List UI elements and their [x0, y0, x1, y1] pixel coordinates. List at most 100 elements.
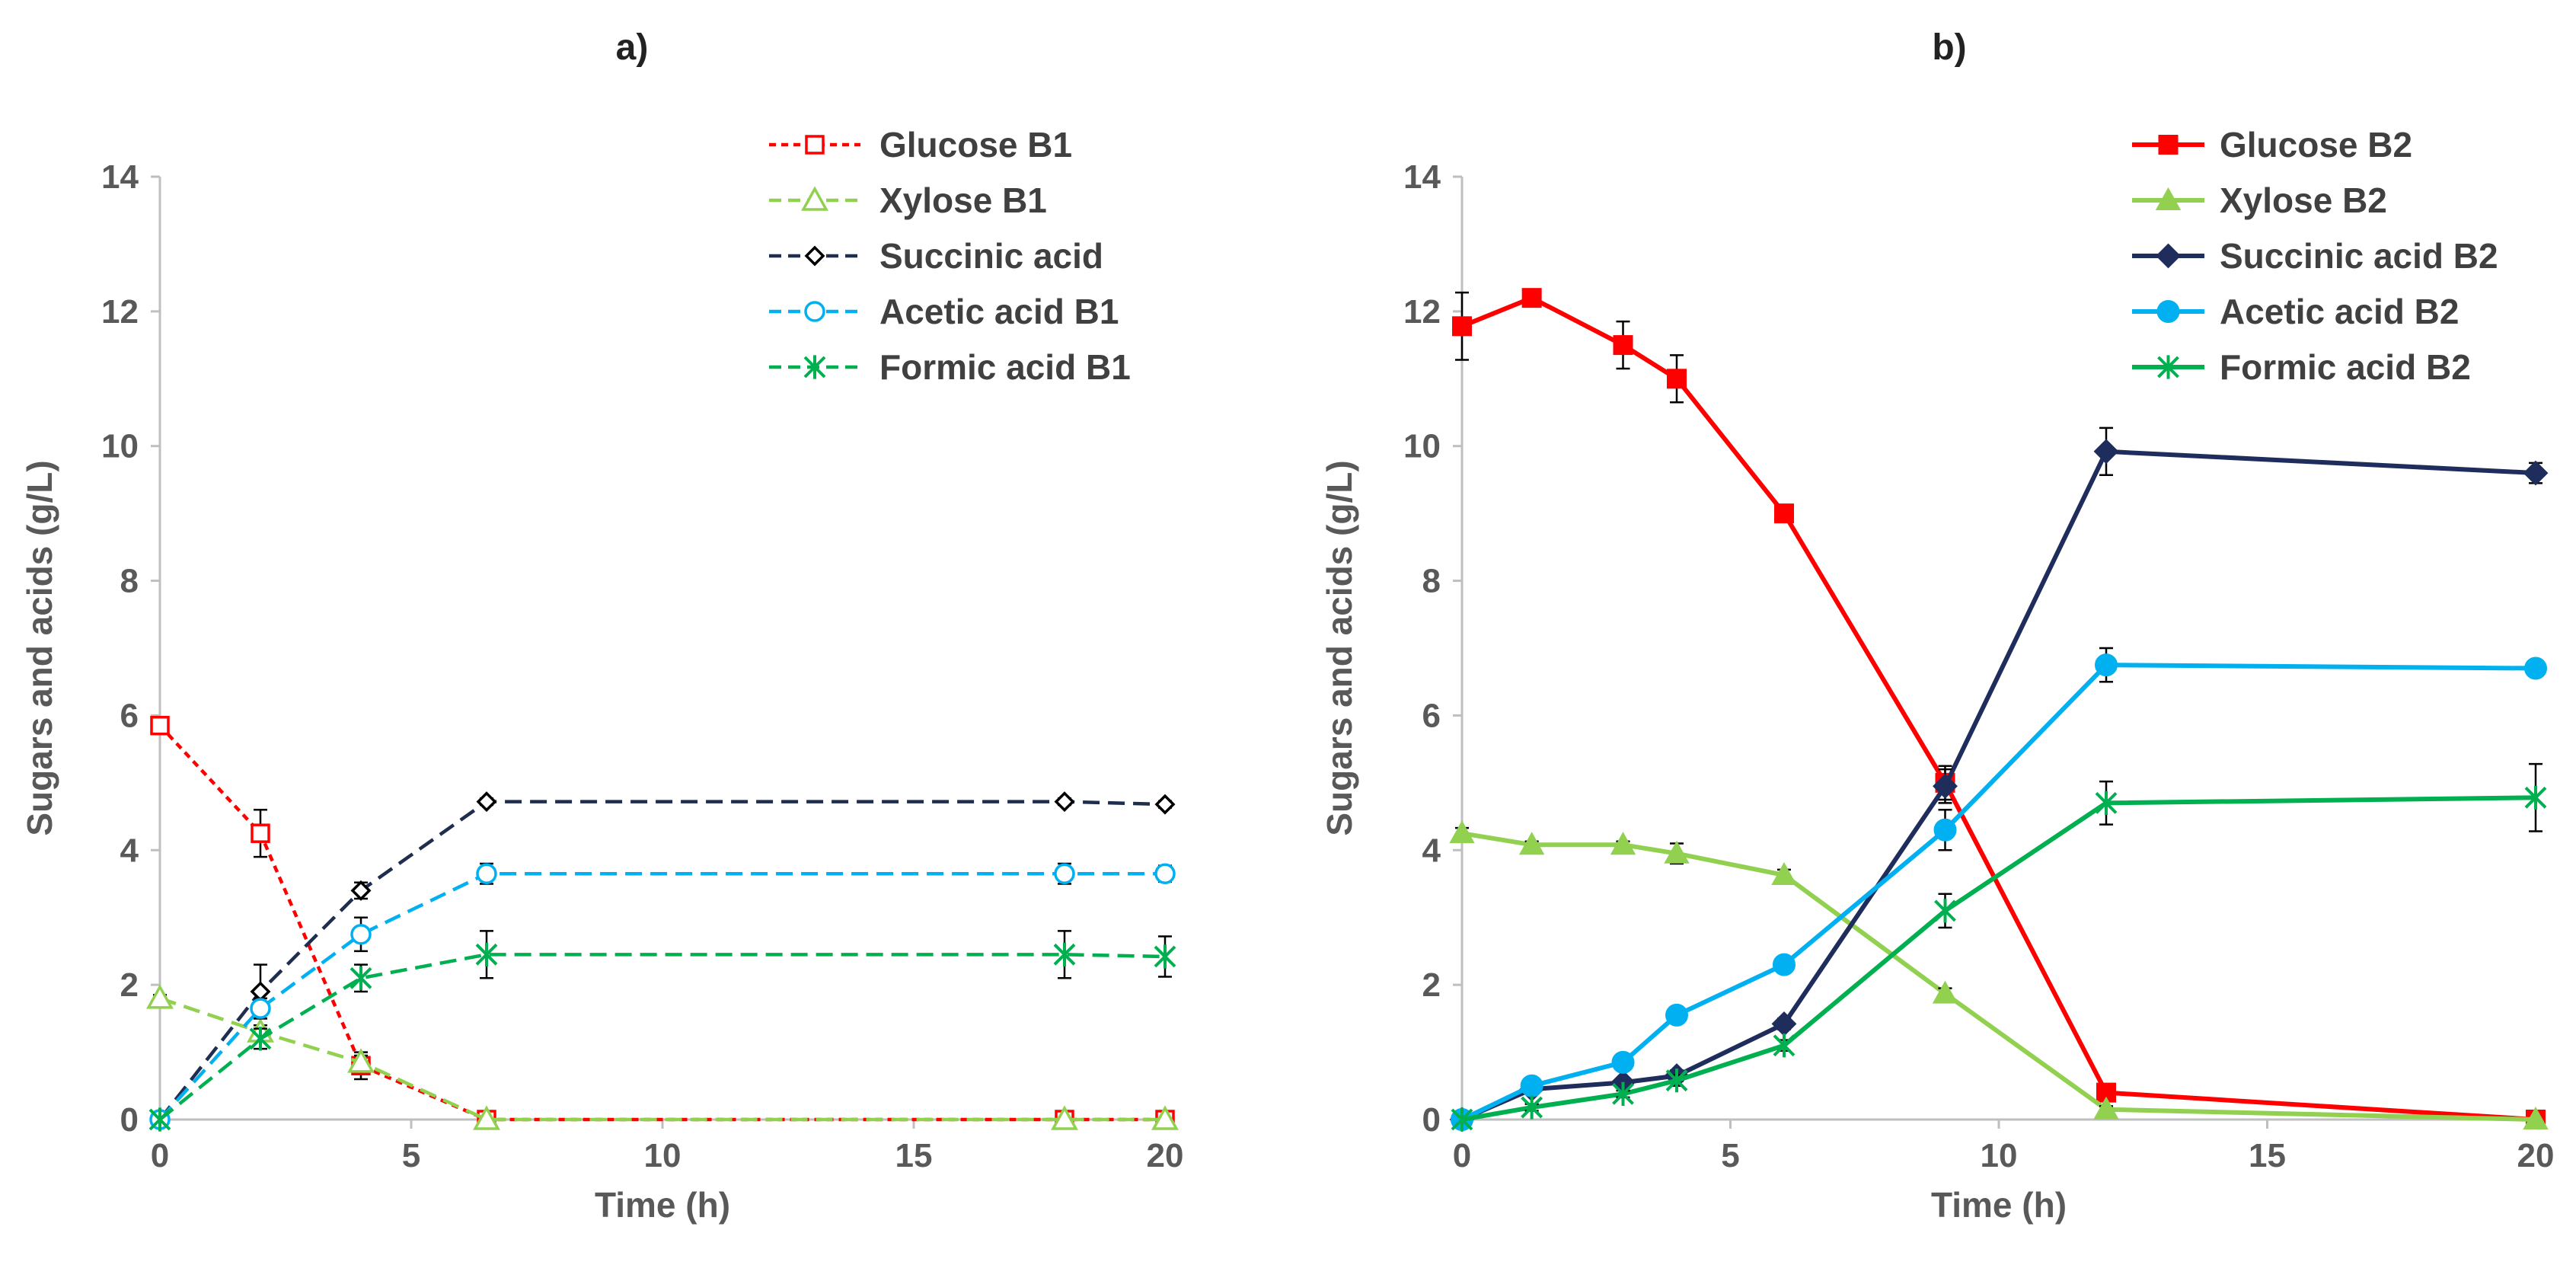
- y-tick-label-a: 12: [101, 293, 139, 331]
- data-point: [1773, 1033, 1796, 1058]
- data-point: [1051, 1105, 1078, 1130]
- data-point: [1154, 863, 1176, 884]
- data-point: [2093, 1096, 2119, 1120]
- y-tick-label-a: 4: [120, 832, 139, 869]
- chart-title-a: a): [616, 27, 649, 68]
- y-tick-label-b: 2: [1422, 966, 1441, 1004]
- y-tick-label-a: 6: [120, 697, 139, 734]
- data-point: [1612, 1081, 1634, 1106]
- legend-marker: [801, 186, 828, 211]
- data-point: [1665, 1069, 1688, 1093]
- x-tick-label-b: 20: [2517, 1137, 2555, 1174]
- legend-marker: [2156, 300, 2180, 323]
- series-glucose-b2: [1452, 288, 2546, 1129]
- y-tick-label-b: 4: [1422, 832, 1441, 869]
- data-point: [1933, 818, 1957, 842]
- data-point: [1520, 1074, 1543, 1097]
- data-point: [148, 1107, 171, 1132]
- legend-item-xylose-b1: Xylose B1: [769, 180, 1047, 220]
- x-tick-label-a: 0: [151, 1137, 169, 1174]
- data-point: [350, 966, 372, 990]
- legend-item-acetic-acid-b1: Acetic acid B1: [769, 292, 1119, 331]
- y-tick-label-b: 14: [1403, 158, 1441, 196]
- legend-item-succinic-acid: Succinic acid: [769, 236, 1103, 276]
- x-axis-title-b: Time (h): [1931, 1185, 2067, 1225]
- data-point: [1451, 1107, 1473, 1132]
- x-axis-title-a: Time (h): [595, 1185, 730, 1225]
- data-point: [251, 823, 270, 843]
- x-tick-label-a: 15: [895, 1137, 933, 1174]
- data-point: [1521, 1095, 1543, 1120]
- series-succinic-acid-b2: [1449, 426, 2549, 1132]
- legend-label: Xylose B1: [879, 180, 1047, 220]
- series-line-formic-acid-b2: [1461, 795, 2536, 1122]
- data-point: [250, 998, 271, 1019]
- series-line-formic-acid-b1: [158, 953, 1166, 1121]
- series-line-succinic-acid: [158, 800, 1166, 1121]
- data-point: [1774, 503, 1794, 524]
- data-point: [1773, 953, 1796, 976]
- data-point: [146, 984, 174, 1009]
- data-point: [347, 1048, 375, 1073]
- legend-label: Acetic acid B1: [879, 292, 1119, 331]
- data-point: [1613, 335, 1633, 356]
- series-line-glucose-b2: [1460, 295, 2536, 1122]
- y-tick-label-b: 0: [1422, 1101, 1441, 1139]
- y-tick-label-a: 10: [101, 428, 139, 465]
- y-tick-label-a: 2: [120, 966, 139, 1004]
- data-point: [1054, 791, 1075, 813]
- x-tick-label-b: 0: [1453, 1137, 1471, 1174]
- legend-label: Glucose B1: [879, 125, 1072, 165]
- series-line-xylose-b2: [1461, 831, 2536, 1122]
- y-axis-title-b: Sugars and acids (g/L): [1320, 460, 1359, 835]
- legend-label: Acetic acid B2: [2220, 292, 2459, 331]
- series-acetic-acid-b1: [149, 862, 1176, 1130]
- series-line-acetic-acid-b2: [1460, 663, 2536, 1122]
- y-tick-label-a: 0: [120, 1101, 139, 1139]
- data-point: [1054, 863, 1075, 884]
- data-point: [1521, 288, 1542, 308]
- data-point: [1151, 1105, 1179, 1130]
- data-point: [475, 942, 498, 966]
- data-point: [473, 1105, 500, 1130]
- series-xylose-b1: [146, 984, 1179, 1130]
- legend-item-acetic-acid-b2: Acetic acid B2: [2132, 292, 2459, 331]
- y-tick-label-b: 10: [1403, 428, 1441, 465]
- series-glucose-b1: [150, 715, 1175, 1129]
- data-point: [1665, 1003, 1688, 1027]
- legend-marker: [2155, 187, 2182, 210]
- y-tick-label-b: 6: [1422, 697, 1441, 734]
- data-point: [476, 863, 497, 884]
- x-tick-label-a: 5: [402, 1137, 420, 1174]
- data-point: [2093, 439, 2119, 465]
- data-point: [1664, 840, 1690, 864]
- data-point: [1932, 980, 1958, 1004]
- chart-title-b: b): [1932, 27, 1966, 68]
- data-point: [2095, 791, 2118, 815]
- legend-label: Succinic acid B2: [2220, 236, 2498, 276]
- data-point: [1610, 832, 1636, 855]
- data-point: [350, 924, 372, 945]
- chart-panel-a: a) 0 2 4 6 8 10 12 14 0 5 10 15 20 Time (h) Sugars and …: [20, 27, 1183, 1225]
- x-tick-label-b: 10: [1981, 1137, 2018, 1174]
- legend-item-formic-acid-b2: Formic acid B2: [2132, 347, 2471, 387]
- data-point: [1452, 316, 1472, 337]
- data-point: [476, 791, 497, 813]
- series-line-succinic-acid-b2: [1460, 449, 2536, 1122]
- legend-item-glucose-b2: Glucose B2: [2132, 125, 2412, 165]
- data-point: [249, 1027, 272, 1051]
- series-line-acetic-acid-b1: [158, 871, 1165, 1121]
- chart-panel-b: b) 0 2 4 6 8 10 12 14 0 5 10 15 20 Time (h) Sugars and …: [1320, 27, 2554, 1225]
- y-tick-label-b: 12: [1403, 293, 1441, 331]
- data-point: [1667, 369, 1687, 389]
- data-point: [2523, 460, 2549, 486]
- data-point: [2524, 785, 2547, 810]
- data-point: [1518, 832, 1545, 855]
- legend-label: Formic acid B2: [2220, 347, 2471, 387]
- data-point: [1449, 820, 1475, 844]
- y-tick-label-a: 14: [101, 158, 139, 196]
- legend-marker: [2156, 243, 2181, 269]
- series-formic-acid-b1: [148, 930, 1176, 1132]
- series-line-glucose-b1: [158, 724, 1165, 1122]
